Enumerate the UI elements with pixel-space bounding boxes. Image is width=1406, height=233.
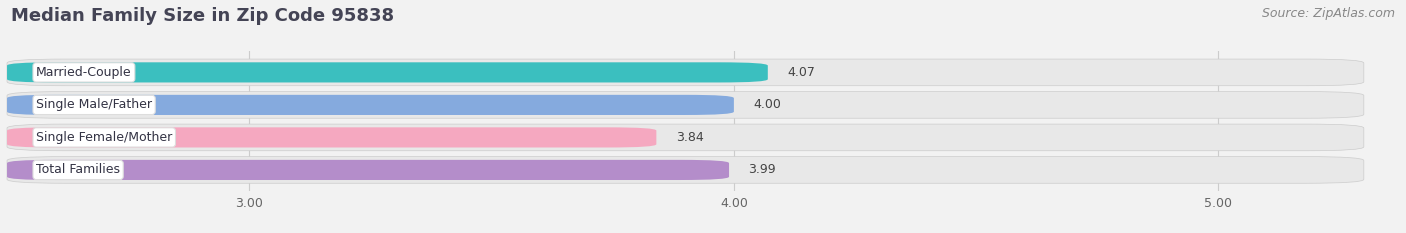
FancyBboxPatch shape [7, 124, 1364, 151]
Text: Single Female/Mother: Single Female/Mother [37, 131, 173, 144]
Text: Single Male/Father: Single Male/Father [37, 98, 152, 111]
FancyBboxPatch shape [7, 59, 1364, 86]
Text: 4.00: 4.00 [754, 98, 782, 111]
FancyBboxPatch shape [7, 157, 1364, 183]
Text: 4.07: 4.07 [787, 66, 815, 79]
FancyBboxPatch shape [7, 92, 1364, 118]
Text: Total Families: Total Families [37, 163, 120, 176]
Text: Married-Couple: Married-Couple [37, 66, 132, 79]
FancyBboxPatch shape [7, 95, 734, 115]
Text: Median Family Size in Zip Code 95838: Median Family Size in Zip Code 95838 [11, 7, 394, 25]
Text: 3.99: 3.99 [748, 163, 776, 176]
FancyBboxPatch shape [7, 62, 768, 82]
Text: Source: ZipAtlas.com: Source: ZipAtlas.com [1261, 7, 1395, 20]
Text: 3.84: 3.84 [676, 131, 703, 144]
FancyBboxPatch shape [7, 160, 730, 180]
FancyBboxPatch shape [7, 127, 657, 147]
